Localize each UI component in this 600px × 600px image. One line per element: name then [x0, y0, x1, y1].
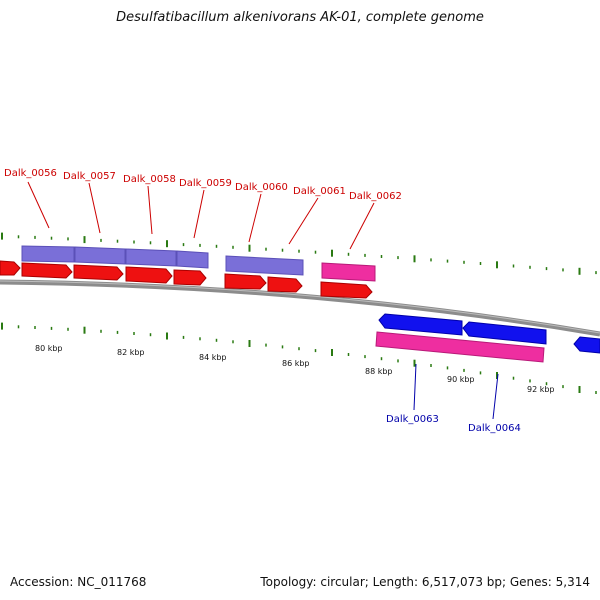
forward-gene-arrow [73, 264, 124, 281]
reverse-gene-arrow-dalk-0063 [378, 313, 463, 336]
forward-gene-arrow [224, 273, 267, 290]
accession-text: Accession: NC_011768 [10, 575, 147, 589]
tick-row-bottom [1, 322, 597, 394]
kbp-label: 88 kbp [365, 367, 393, 376]
gene-label-dalk-0062: Dalk_0062 [349, 191, 402, 202]
reverse-gene-arrow-dalk-0064 [462, 321, 547, 345]
kbp-label: 84 kbp [199, 353, 227, 362]
kbp-label: 82 kbp [117, 348, 145, 357]
forward-gene-arrow [21, 262, 73, 279]
feature-block-dalk-0059 [176, 250, 209, 269]
kbp-scale-labels: 80 kbp 82 kbp 84 kbp 86 kbp 88 kbp 90 kb… [35, 344, 555, 394]
gene-label-dalk-0061: Dalk_0061 [293, 186, 346, 197]
leader-line [288, 197, 319, 245]
gene-label-dalk-0063: Dalk_0063 [386, 414, 439, 425]
forward-gene-arrow [125, 266, 173, 284]
label-leaders-bottom [413, 363, 499, 420]
genome-backbone-highlight [0, 280, 600, 334]
feature-block-dalk-0056 [21, 245, 75, 263]
forward-gene-arrow [320, 281, 373, 299]
forward-gene-arrow [267, 276, 303, 293]
genome-summary-text: Topology: circular; Length: 6,517,073 bp… [260, 575, 590, 589]
map-title: Desulfatibacillum alkenivorans AK-01, co… [116, 10, 484, 25]
gene-label-dalk-0064: Dalk_0064 [468, 423, 521, 434]
reverse-gene-track [378, 313, 600, 354]
kbp-label: 80 kbp [35, 344, 63, 353]
kbp-label: 86 kbp [282, 359, 310, 368]
leader-line [147, 185, 153, 235]
forward-gene-arrow [173, 269, 207, 286]
leader-line [413, 363, 417, 411]
tick-row-top [1, 232, 597, 275]
labels-top: Dalk_0056 Dalk_0057 Dalk_0058 Dalk_0059 … [4, 168, 402, 202]
leader-line [492, 373, 499, 420]
forward-gene-track [0, 260, 373, 299]
forward-gene-arrow [0, 260, 21, 276]
leader-line [349, 202, 375, 250]
leader-line [27, 181, 50, 229]
feature-block-pink-bottom [375, 331, 545, 363]
gene-label-dalk-0059: Dalk_0059 [179, 178, 232, 189]
gene-label-dalk-0057: Dalk_0057 [63, 171, 116, 182]
gene-label-dalk-0058: Dalk_0058 [123, 174, 176, 185]
feature-track-top [21, 245, 376, 282]
feature-block-dalk-0057 [74, 246, 126, 265]
genome-backbone [0, 279, 600, 337]
leader-line [193, 189, 205, 239]
leader-line [248, 193, 262, 243]
feature-block-dalk-0058 [125, 248, 177, 267]
kbp-label: 92 kbp [527, 385, 555, 394]
label-leaders-top [27, 181, 375, 250]
feature-block-dalk-0060 [225, 255, 304, 276]
gene-label-dalk-0060: Dalk_0060 [235, 182, 288, 193]
leader-line [88, 182, 101, 234]
kbp-label: 90 kbp [447, 375, 475, 384]
labels-bottom: Dalk_0063 Dalk_0064 [386, 414, 521, 434]
gene-label-dalk-0056: Dalk_0056 [4, 168, 57, 179]
feature-block-dalk-0062 [321, 262, 376, 282]
reverse-gene-arrow [573, 336, 600, 354]
